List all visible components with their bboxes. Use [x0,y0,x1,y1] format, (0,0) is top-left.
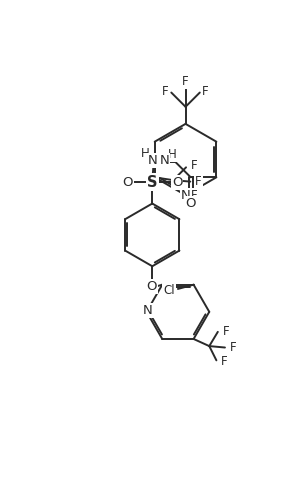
Text: H: H [168,148,177,161]
Text: F: F [191,159,197,172]
Text: Cl: Cl [163,284,175,297]
Text: F: F [182,75,189,88]
Text: F: F [191,189,197,202]
Text: N: N [181,189,190,201]
Text: H: H [141,147,150,160]
Text: O: O [146,280,157,293]
Text: N: N [147,154,157,167]
Text: F: F [195,175,202,188]
Text: O: O [186,197,196,210]
Text: F: F [221,355,228,368]
Text: S: S [147,174,157,190]
Text: F: F [230,341,236,354]
Text: F: F [222,325,229,338]
Text: F: F [162,85,169,98]
Text: F: F [202,85,209,98]
Text: O: O [122,175,133,189]
Text: N: N [143,304,153,317]
Text: O: O [172,175,182,189]
Text: N: N [159,154,169,167]
